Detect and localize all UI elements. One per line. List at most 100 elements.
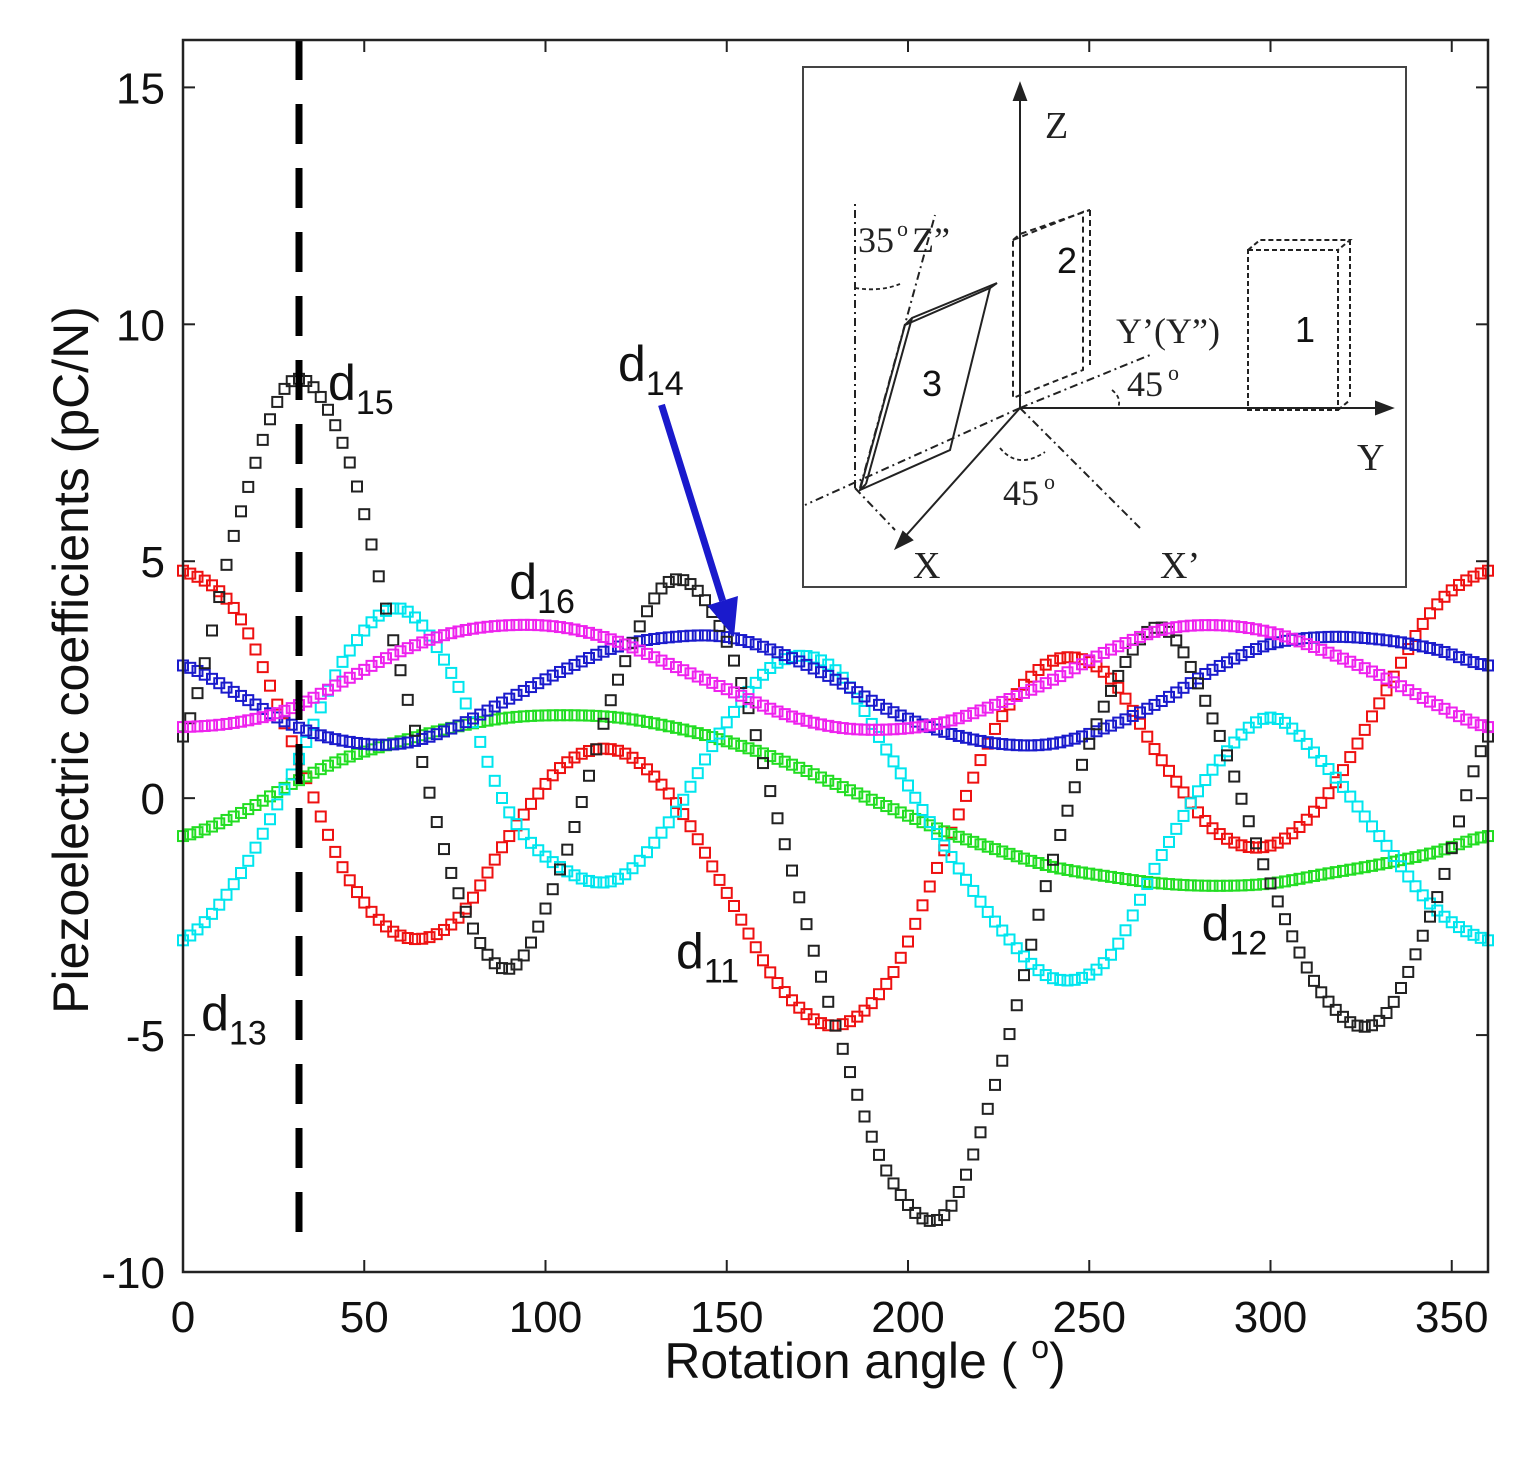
- x-arrowhead: [893, 530, 914, 551]
- data-point-d15: [807, 944, 820, 957]
- data-point-d15: [438, 843, 450, 856]
- data-point-d12: [822, 774, 835, 787]
- data-point-d15: [583, 769, 595, 782]
- data-point-d15: [546, 883, 559, 896]
- x-tick-label: 250: [1053, 1293, 1126, 1342]
- inset-plate-label-3: 3: [922, 363, 942, 404]
- data-point-d13: [858, 704, 871, 717]
- data-point-d14: [757, 640, 769, 653]
- data-point-d11: [1438, 590, 1451, 603]
- data-point-d12: [989, 843, 1001, 856]
- data-point-d11: [525, 797, 537, 810]
- data-point-d12: [764, 750, 777, 763]
- data-point-d12: [815, 771, 827, 784]
- data-point-d15: [1431, 891, 1444, 904]
- data-point-d14: [967, 733, 980, 746]
- data-point-d14: [1366, 632, 1378, 645]
- data-point-d13: [1068, 973, 1081, 986]
- plate-1-face: [1247, 249, 1339, 411]
- data-point-d12: [1438, 843, 1451, 856]
- data-point-d14: [945, 727, 958, 740]
- data-point-d16: [1018, 686, 1030, 699]
- data-point-d14: [691, 629, 704, 642]
- data-point-d16: [1264, 626, 1277, 639]
- data-point-d15: [981, 1102, 994, 1115]
- data-point-d15: [641, 605, 653, 618]
- data-point-d11: [1337, 764, 1349, 777]
- inset-label-y-prime: Y’(Y”): [1116, 311, 1220, 351]
- data-point-d16: [902, 722, 914, 735]
- data-point-d13: [1163, 835, 1175, 848]
- data-point-d15: [568, 821, 581, 834]
- data-point-d11: [728, 899, 740, 912]
- x-double-prime-line: [854, 487, 896, 531]
- data-point-d15: [590, 743, 603, 756]
- data-point-d15: [1170, 634, 1183, 647]
- data-point-d14: [314, 729, 327, 742]
- data-point-d12: [503, 711, 516, 724]
- data-point-d14: [546, 669, 559, 682]
- data-point-d15: [380, 602, 392, 615]
- data-point-d15: [1358, 1020, 1371, 1033]
- data-point-d14: [1213, 659, 1226, 672]
- data-point-d16: [894, 722, 907, 735]
- data-point-d16: [510, 618, 523, 631]
- y-prime-back-line: [804, 407, 1021, 506]
- data-point-d14: [822, 669, 835, 682]
- data-point-d13: [517, 828, 530, 841]
- data-point-d13: [206, 907, 218, 920]
- data-point-d14: [880, 702, 893, 715]
- data-point-d12: [807, 768, 820, 781]
- data-point-d13: [1170, 822, 1183, 835]
- data-point-d11: [793, 1001, 806, 1014]
- data-point-d11: [706, 860, 719, 873]
- plate-3-side: [865, 317, 913, 485]
- data-point-d15: [220, 558, 233, 571]
- data-point-d14: [372, 738, 385, 751]
- data-point-d12: [1068, 865, 1081, 878]
- data-point-d14: [387, 738, 400, 751]
- plate-2: [1012, 209, 1091, 400]
- data-point-d13: [880, 743, 893, 756]
- series-d11: [177, 564, 1494, 1032]
- data-point-d16: [909, 721, 922, 734]
- data-point-d14: [1221, 656, 1233, 669]
- data-point-d12: [532, 709, 545, 722]
- data-point-d12: [590, 709, 603, 722]
- data-point-d14: [1206, 663, 1219, 676]
- data-point-d15: [822, 995, 835, 1008]
- data-point-d14: [1054, 736, 1067, 749]
- data-point-d15: [184, 712, 197, 725]
- data-point-d12: [670, 721, 682, 734]
- data-point-d13: [1054, 973, 1067, 986]
- data-point-d11: [220, 592, 233, 605]
- data-point-d11: [307, 791, 320, 804]
- data-point-d11: [1112, 681, 1125, 694]
- data-point-d12: [517, 710, 530, 723]
- data-point-d11: [1039, 658, 1052, 671]
- data-point-d13: [278, 783, 291, 796]
- data-point-d15: [923, 1214, 936, 1227]
- data-point-d13: [1090, 963, 1103, 976]
- data-point-d12: [967, 835, 980, 848]
- data-point-d13: [989, 915, 1001, 928]
- data-point-d16: [1351, 658, 1364, 671]
- data-point-d15: [684, 578, 697, 591]
- data-point-d15: [1279, 913, 1291, 926]
- data-point-d16: [387, 648, 400, 661]
- data-point-d14: [793, 655, 806, 668]
- data-point-d16: [633, 644, 646, 657]
- data-point-d11: [191, 570, 204, 583]
- data-point-d12: [677, 723, 690, 736]
- data-point-d16: [1424, 695, 1436, 708]
- data-point-d14: [438, 725, 450, 738]
- data-point-d14: [1453, 651, 1465, 664]
- data-point-d15: [1445, 842, 1458, 855]
- data-point-d12: [894, 806, 907, 819]
- data-point-d13: [1329, 771, 1342, 784]
- data-point-d16: [1315, 643, 1328, 656]
- data-point-d16: [532, 619, 545, 632]
- data-point-d11: [532, 787, 545, 800]
- data-point-d16: [655, 654, 668, 667]
- data-point-d15: [256, 433, 269, 446]
